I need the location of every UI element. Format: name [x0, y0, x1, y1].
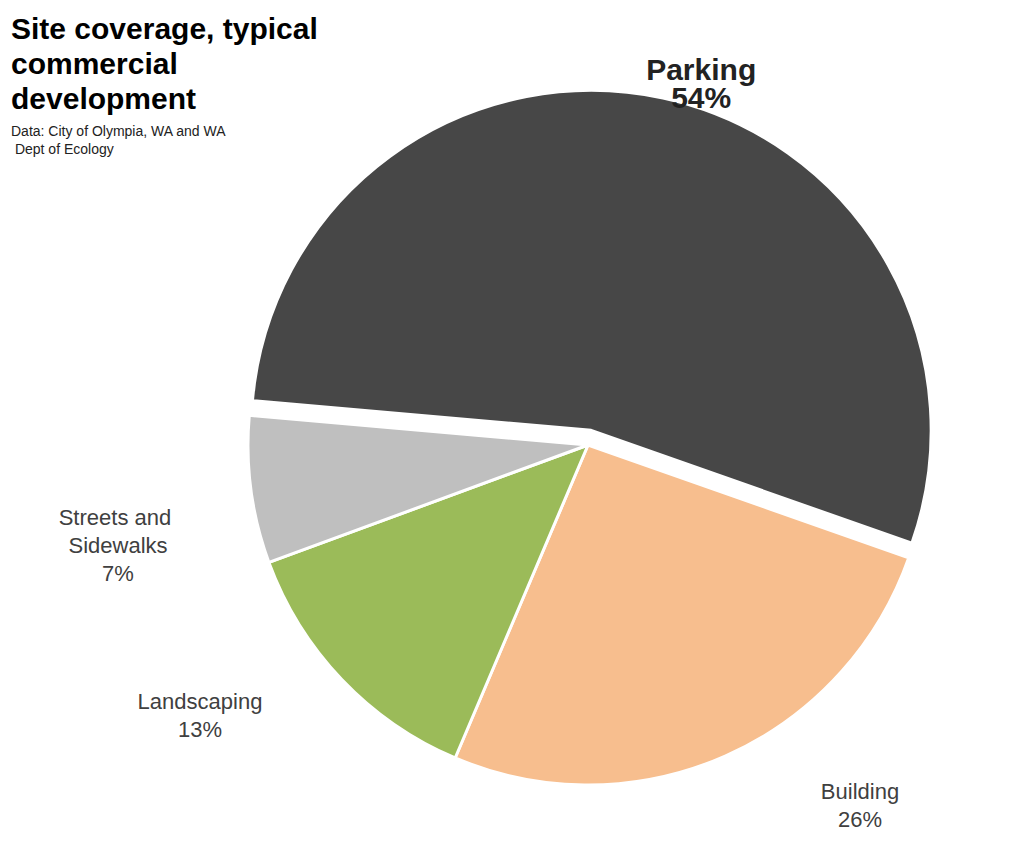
svg-text:Data: City of Olympia, WA and: Data: City of Olympia, WA and WA	[11, 123, 226, 139]
svg-text:Dept of Ecology: Dept of Ecology	[11, 141, 114, 157]
svg-text:Sidewalks: Sidewalks	[68, 533, 167, 558]
svg-text:development: development	[11, 82, 196, 115]
svg-text:26%: 26%	[838, 807, 882, 832]
svg-text:Parking: Parking	[646, 52, 757, 86]
svg-text:Site coverage, typical: Site coverage, typical	[11, 12, 326, 45]
svg-text:commercial: commercial	[11, 47, 186, 80]
svg-text:54%: 54%	[671, 81, 731, 114]
svg-text:Streets and: Streets and	[59, 505, 178, 530]
svg-text:7%: 7%	[102, 561, 134, 586]
svg-text:Landscaping: Landscaping	[138, 689, 263, 714]
svg-text:Building: Building	[821, 779, 899, 804]
svg-text:13%: 13%	[178, 717, 222, 742]
